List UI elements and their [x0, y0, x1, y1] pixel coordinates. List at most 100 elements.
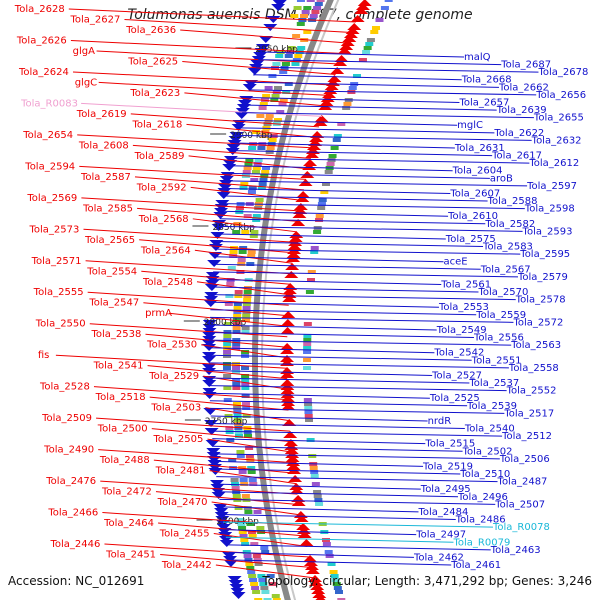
cog-block	[273, 118, 282, 122]
gene-label: Tola_2497	[415, 530, 466, 541]
cog-block	[303, 366, 312, 370]
gene-label: Tola_2529	[148, 371, 199, 382]
label-leader	[217, 233, 446, 240]
cog-block	[268, 74, 277, 78]
gene-label: Tola_2582	[484, 219, 535, 230]
reverse-gene-arrow	[280, 327, 295, 334]
cog-block	[310, 470, 319, 474]
label-leader	[160, 554, 313, 569]
reverse-gene-arrow	[289, 487, 304, 494]
label-leader	[210, 415, 428, 422]
cog-block	[284, 54, 293, 58]
forward-gene-arrow	[211, 488, 226, 495]
reverse-gene-arrow	[280, 355, 295, 362]
label-leader	[213, 263, 481, 270]
gene-label: Tola_2481	[155, 466, 206, 477]
gene-label: Tola_2610	[447, 211, 498, 222]
forward-gene-arrow	[222, 164, 237, 171]
reverse-gene-arrow	[303, 559, 318, 566]
cog-block	[260, 546, 269, 550]
cog-block	[233, 406, 242, 410]
cog-block	[234, 294, 243, 298]
reverse-gene-arrow	[293, 207, 308, 214]
cog-block	[239, 246, 248, 250]
cog-block	[268, 582, 277, 586]
cog-block	[251, 170, 260, 174]
cog-block	[303, 398, 312, 402]
cog-block	[223, 374, 232, 378]
reverse-gene-arrow	[280, 343, 295, 350]
reverse-gene-arrow	[280, 347, 295, 354]
cog-block	[242, 170, 251, 174]
cog-block	[253, 558, 262, 562]
cog-block	[261, 550, 270, 554]
cog-block	[235, 206, 244, 210]
reverse-gene-arrow	[343, 31, 358, 38]
cog-block	[322, 542, 331, 546]
cog-block	[229, 250, 238, 254]
cog-block	[248, 186, 257, 190]
cog-block	[223, 398, 232, 402]
label-leader	[70, 39, 344, 54]
gene-label: Tola_2626	[16, 35, 67, 46]
reverse-gene-arrow	[303, 555, 318, 562]
label-leader	[228, 551, 414, 558]
cog-block	[227, 266, 236, 270]
cog-block	[310, 246, 319, 250]
cog-block	[248, 146, 257, 150]
reverse-gene-arrow	[285, 451, 300, 458]
cog-block	[240, 182, 249, 186]
reverse-gene-arrow	[287, 243, 302, 250]
forward-gene-arrow	[222, 552, 237, 559]
cog-block	[233, 418, 242, 422]
label-leader	[182, 60, 336, 75]
gene-label: glgA	[73, 46, 95, 57]
cog-block	[241, 378, 250, 382]
cog-block	[303, 338, 312, 342]
cog-block	[258, 106, 267, 110]
cog-block	[343, 102, 352, 106]
cog-block	[254, 158, 263, 162]
cog-block	[242, 306, 251, 310]
gene-label: Tola_2656	[535, 90, 586, 101]
cog-block	[253, 162, 262, 166]
reverse-gene-arrow	[354, 7, 369, 14]
gene-label: Tola_2551	[471, 355, 522, 366]
label-leader	[244, 104, 497, 111]
cog-block	[384, 0, 393, 2]
gene-label: prmA	[145, 308, 172, 319]
reverse-gene-arrow	[288, 475, 303, 482]
gene-label: Tola_2470	[157, 497, 208, 508]
cog-block	[233, 414, 242, 418]
cog-block	[259, 102, 268, 106]
cog-block	[324, 550, 333, 554]
tick-label: 2850 kbp	[212, 223, 255, 233]
forward-gene-arrow	[202, 388, 217, 395]
label-leader	[225, 536, 454, 543]
gene-label: Tola_2442	[161, 560, 212, 571]
reverse-gene-arrow	[342, 35, 357, 42]
label-leader	[227, 172, 490, 179]
cog-block	[230, 478, 239, 482]
gene-label: Tola_2678	[537, 67, 588, 78]
reverse-gene-arrow	[284, 271, 299, 278]
cog-block	[232, 382, 241, 386]
forward-gene-arrow	[230, 588, 245, 595]
gene-label: Tola_2484	[418, 507, 469, 518]
label-leader	[100, 480, 298, 495]
cog-block	[225, 426, 234, 430]
label-leader	[169, 312, 288, 327]
reverse-gene-arrow	[288, 239, 303, 246]
gene-label: Tola_2564	[140, 245, 191, 256]
label-leader	[93, 386, 288, 401]
cog-block	[233, 302, 242, 306]
label-leader	[209, 324, 437, 331]
cog-block	[262, 166, 271, 170]
gene-label: Tola_2541	[93, 361, 144, 372]
gene-label: Tola_R0079	[452, 537, 510, 548]
label-leader	[213, 453, 500, 460]
forward-gene-arrow	[229, 584, 244, 591]
cog-block	[334, 590, 343, 594]
cog-block	[245, 158, 254, 162]
reverse-gene-arrow	[294, 515, 309, 522]
